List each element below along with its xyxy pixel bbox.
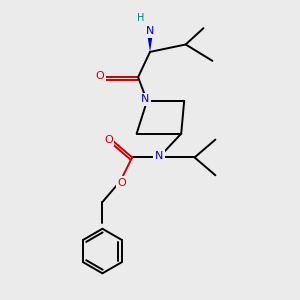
Text: N: N (141, 94, 150, 104)
Text: H: H (137, 13, 145, 23)
Text: O: O (104, 135, 113, 145)
Text: O: O (95, 71, 104, 81)
Polygon shape (147, 31, 153, 52)
Text: N: N (155, 151, 163, 161)
Text: O: O (117, 178, 126, 188)
Text: N: N (146, 26, 154, 36)
